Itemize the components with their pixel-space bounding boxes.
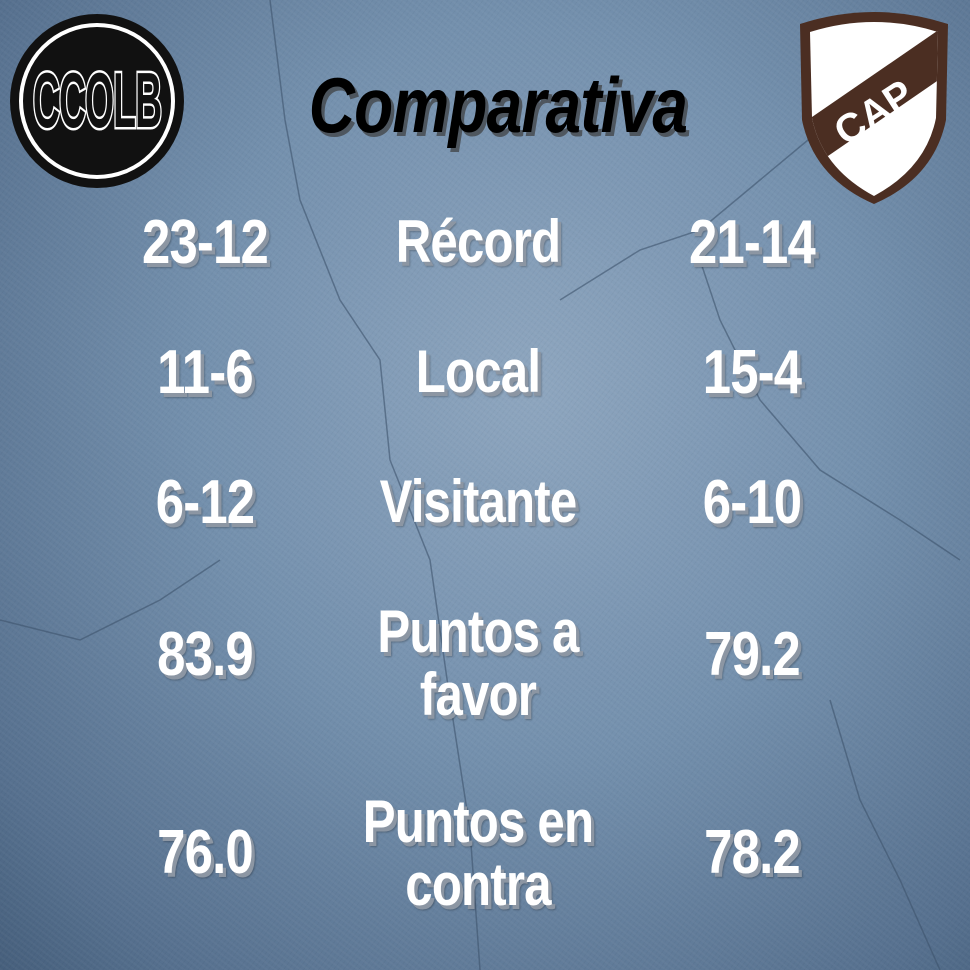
home-stat-value: 76.0 [157,818,253,887]
stat-label-line: favor [419,661,537,728]
stat-label: Puntos en contra [357,790,600,916]
stat-label-line: contra [405,851,551,918]
ccolb-logo: CCOLB [10,14,184,188]
cap-logo: CAP [800,12,948,204]
stat-label-line: Puntos a [377,598,579,665]
svg-text:CCOLB: CCOLB [33,57,161,144]
stat-label: Puntos a favor [357,600,600,726]
stat-label: Visitante [379,468,578,535]
away-stat-value: 15-4 [702,338,802,407]
stat-label: Local [415,338,541,405]
away-stat-value: 6-10 [702,468,802,537]
home-stat-value: 23-12 [142,208,269,277]
home-stat-value: 83.9 [157,620,253,689]
away-stat-value: 79.2 [704,620,800,689]
stat-label: Récord [395,208,561,275]
page-title: Comparativa [308,61,688,149]
away-stat-value: 78.2 [704,818,800,887]
away-stat-value: 21-14 [689,208,816,277]
home-stat-value: 6-12 [155,468,255,537]
stat-label-line: Puntos en [362,788,594,855]
home-stat-value: 11-6 [157,338,253,407]
